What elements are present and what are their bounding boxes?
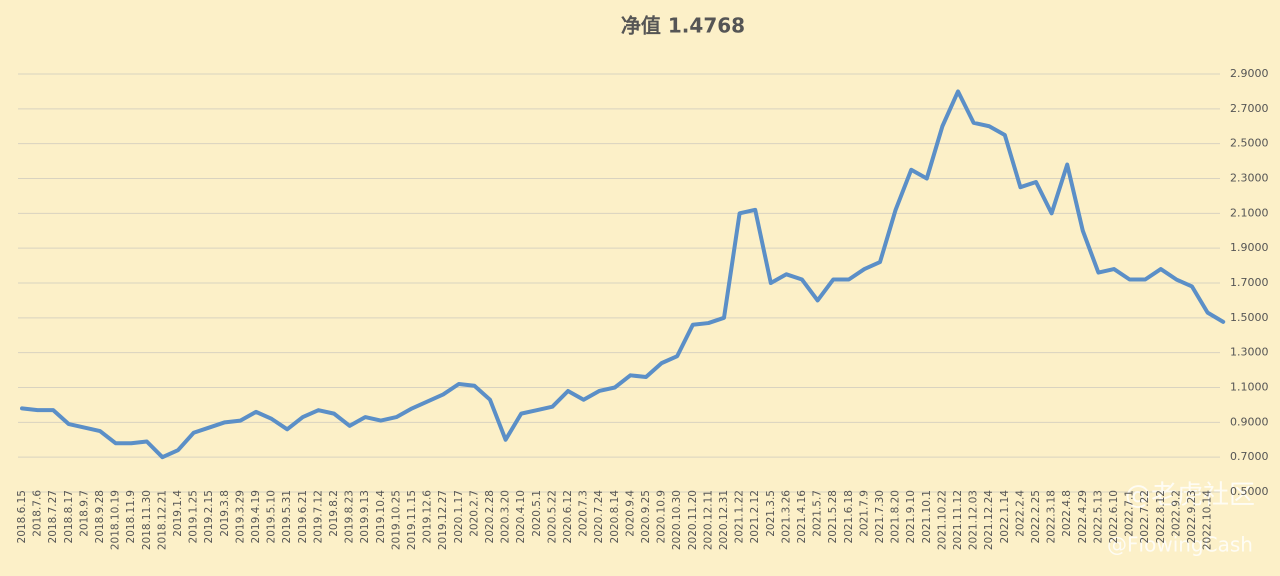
chart-title: 净值 1.4768 bbox=[621, 14, 745, 38]
x-tick-label: 2020.12.31 bbox=[718, 490, 730, 550]
x-tick-label: 2019.5.10 bbox=[266, 490, 278, 543]
x-tick-label: 2021.10.1 bbox=[921, 490, 933, 543]
watermark: @FlowingCash bbox=[1107, 533, 1253, 557]
y-tick-label: 1.1000 bbox=[1230, 381, 1269, 394]
x-tick-label: 2019.8.2 bbox=[328, 490, 340, 537]
y-tick-label: 0.7000 bbox=[1230, 450, 1269, 463]
series-line bbox=[20, 89, 1226, 460]
x-tick-label: 2022.2.25 bbox=[1030, 490, 1042, 543]
x-tick-label: 2019.10.25 bbox=[390, 490, 402, 550]
x-tick-label: 2021.11.12 bbox=[952, 490, 964, 550]
x-tick-label: 2020.7.3 bbox=[578, 490, 590, 537]
y-tick-label: 0.9000 bbox=[1230, 415, 1269, 428]
x-tick-label: 2019.5.31 bbox=[281, 490, 293, 543]
x-tick-label: 2019.2.15 bbox=[203, 490, 215, 543]
x-tick-label: 2020.9.25 bbox=[640, 490, 652, 543]
x-tick-label: 2019.4.19 bbox=[250, 490, 262, 543]
x-tick-label: 2021.7.30 bbox=[874, 490, 886, 543]
x-tick-label: 2021.7.9 bbox=[858, 490, 870, 537]
x-tick-label: 2018.11.30 bbox=[141, 490, 153, 550]
x-tick-label: 2022.1.14 bbox=[999, 490, 1011, 544]
x-tick-label: 2018.7.27 bbox=[47, 490, 59, 543]
x-tick-label: 2020.5.1 bbox=[531, 490, 543, 537]
x-tick-label: 2019.12.6 bbox=[422, 490, 434, 544]
x-tick-label: 2021.3.5 bbox=[765, 490, 777, 537]
y-tick-label: 1.9000 bbox=[1230, 241, 1269, 254]
y-tick-label: 2.1000 bbox=[1230, 206, 1269, 219]
x-tick-label: 2020.3.20 bbox=[500, 490, 512, 543]
y-tick-label: 2.5000 bbox=[1230, 137, 1269, 150]
x-tick-label: 2022.7.22 bbox=[1139, 490, 1151, 543]
x-tick-label: 2022.9.23 bbox=[1186, 490, 1198, 543]
x-tick-label: 2021.6.18 bbox=[843, 490, 855, 543]
x-tick-label: 2019.11.15 bbox=[406, 490, 418, 550]
x-tick-label: 2020.5.22 bbox=[546, 490, 558, 543]
x-tick-label: 2021.10.22 bbox=[936, 490, 948, 550]
x-tick-label: 2021.8.20 bbox=[890, 490, 902, 543]
x-tick-label: 2019.8.23 bbox=[344, 490, 356, 543]
x-tick-label: 2022.10.14 bbox=[1202, 490, 1214, 550]
x-tick-label: 2018.6.15 bbox=[16, 490, 28, 543]
y-tick-label: 1.3000 bbox=[1230, 346, 1269, 359]
x-tick-label: 2019.10.4 bbox=[375, 490, 387, 544]
x-tick-label: 2020.10.30 bbox=[671, 490, 683, 550]
x-tick-label: 2022.7.1 bbox=[1124, 490, 1136, 537]
x-tick-label: 2019.3.29 bbox=[234, 490, 246, 543]
x-tick-label: 2018.8.17 bbox=[63, 490, 75, 543]
x-tick-label: 2020.9.4 bbox=[624, 490, 636, 537]
x-tick-label: 2022.4.29 bbox=[1077, 490, 1089, 543]
x-tick-label: 2018.9.7 bbox=[78, 490, 90, 537]
x-tick-label: 2022.9.2 bbox=[1170, 490, 1182, 537]
x-tick-label: 2022.4.8 bbox=[1061, 490, 1073, 537]
x-tick-label: 2020.6.12 bbox=[562, 490, 574, 543]
x-tick-label: 2019.3.8 bbox=[219, 490, 231, 537]
x-tick-label: 2018.7.6 bbox=[32, 490, 44, 537]
x-tick-label: 2019.1.4 bbox=[172, 490, 184, 537]
y-tick-label: 2.7000 bbox=[1230, 102, 1269, 115]
x-tick-label: 2018.11.9 bbox=[125, 490, 137, 543]
x-tick-label: 2021.12.03 bbox=[968, 490, 980, 550]
x-tick-label: 2021.2.12 bbox=[749, 490, 761, 543]
x-tick-label: 2022.2.4 bbox=[1014, 490, 1026, 537]
x-tick-label: 2021.4.16 bbox=[796, 490, 808, 544]
x-tick-label: 2021.5.7 bbox=[812, 490, 824, 537]
x-tick-label: 2022.3.18 bbox=[1046, 490, 1058, 543]
x-tick-label: 2022.5.13 bbox=[1092, 490, 1104, 543]
x-tick-label: 2019.12.27 bbox=[437, 490, 449, 550]
x-tick-label: 2020.2.7 bbox=[468, 490, 480, 537]
x-tick-label: 2018.9.28 bbox=[94, 490, 106, 543]
x-tick-label: 2020.7.24 bbox=[593, 490, 605, 544]
x-tick-label: 2019.7.12 bbox=[312, 490, 324, 543]
x-tick-label: 2018.10.19 bbox=[110, 490, 122, 550]
x-tick-label: 2021.5.28 bbox=[827, 490, 839, 543]
x-tick-label: 2021.12.24 bbox=[983, 490, 995, 550]
x-tick-label: 2021.9.10 bbox=[905, 490, 917, 543]
x-tick-label: 2018.12.21 bbox=[156, 490, 168, 550]
y-tick-label: 0.5000 bbox=[1230, 485, 1269, 498]
x-tick-label: 2020.2.28 bbox=[484, 490, 496, 543]
y-tick-label: 1.5000 bbox=[1230, 311, 1269, 324]
x-tick-label: 2022.6.10 bbox=[1108, 490, 1120, 543]
x-tick-label: 2019.1.25 bbox=[188, 490, 200, 543]
y-tick-label: 2.3000 bbox=[1230, 172, 1269, 185]
x-tick-label: 2020.12.11 bbox=[702, 490, 714, 550]
x-tick-label: 2020.11.20 bbox=[687, 490, 699, 550]
x-tick-label: 2022.8.12 bbox=[1155, 490, 1167, 543]
y-tick-label: 1.7000 bbox=[1230, 276, 1269, 289]
x-tick-label: 2020.8.14 bbox=[609, 490, 621, 544]
x-tick-label: 2020.4.10 bbox=[515, 490, 527, 543]
x-tick-label: 2020.1.17 bbox=[453, 490, 465, 543]
x-tick-label: 2019.6.21 bbox=[297, 490, 309, 543]
x-tick-label: 2020.10.9 bbox=[656, 490, 668, 543]
watermark: @老虎社区 bbox=[1125, 481, 1255, 511]
y-tick-label: 2.9000 bbox=[1230, 67, 1269, 80]
x-tick-label: 2021.3.26 bbox=[780, 490, 792, 544]
x-tick-label: 2021.1.22 bbox=[734, 490, 746, 543]
x-tick-label: 2019.9.13 bbox=[359, 490, 371, 543]
